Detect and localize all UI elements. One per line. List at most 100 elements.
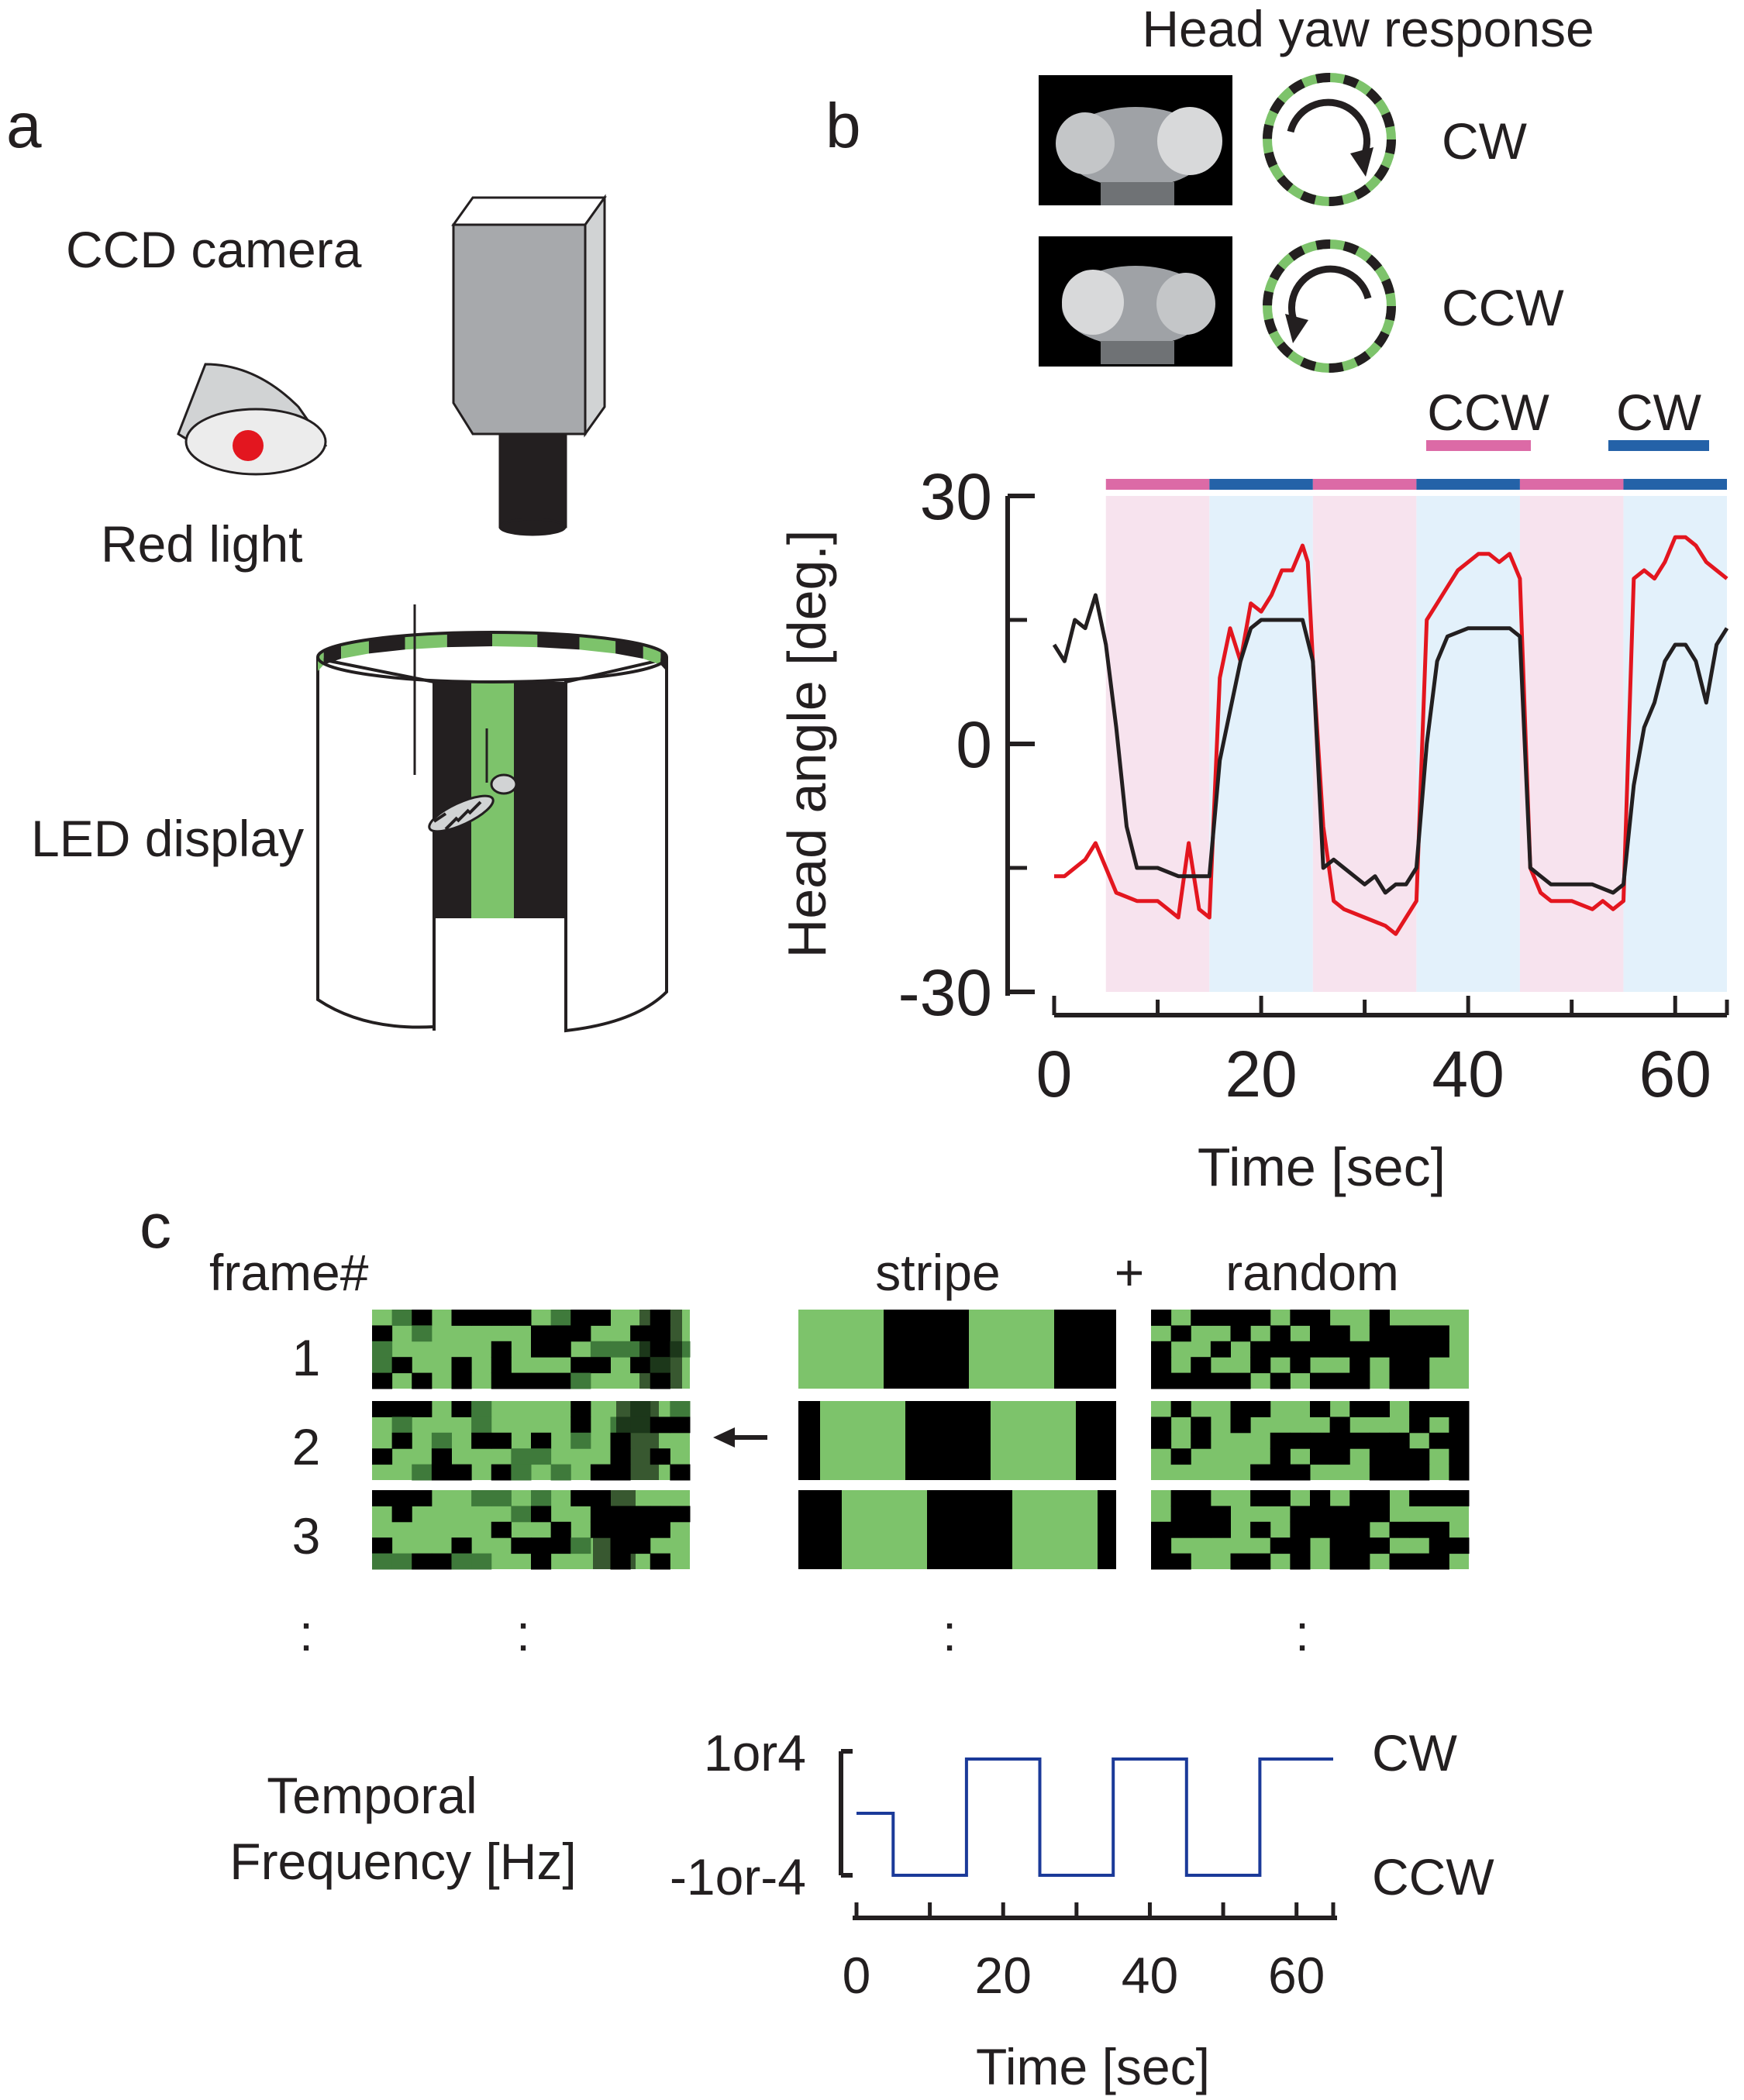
combined-cell <box>531 1372 552 1389</box>
y-axis-title: Head angle [deg.] <box>777 530 837 959</box>
epoch-bar-cw <box>1623 479 1727 490</box>
random-cell <box>1369 1490 1390 1506</box>
random-cell <box>1369 1506 1390 1523</box>
random-cell <box>1310 1521 1331 1538</box>
stripe-label: stripe <box>875 1244 1000 1301</box>
random-cell <box>1449 1401 1470 1417</box>
random-cell <box>1191 1506 1211 1523</box>
random-cell <box>1151 1432 1172 1449</box>
random-cell <box>1349 1401 1370 1417</box>
random-cell <box>1389 1464 1410 1481</box>
random-cell <box>1191 1357 1211 1374</box>
combined-cell <box>531 1537 552 1554</box>
random-cell <box>1329 1521 1350 1538</box>
random-cell <box>1429 1341 1449 1358</box>
random-cell <box>1409 1357 1430 1374</box>
random-cell <box>1151 1357 1172 1374</box>
epoch-shade-ccw <box>1519 496 1624 992</box>
combined-cell <box>570 1372 591 1389</box>
tf-tick-bottom: -1or-4 <box>670 1848 806 1905</box>
random-cell <box>1230 1310 1251 1326</box>
random-cell <box>1170 1401 1191 1417</box>
combined-cell <box>491 1521 512 1538</box>
combined-cell <box>391 1357 412 1374</box>
legend-cw-bar <box>1608 440 1709 451</box>
combined-cell <box>412 1464 433 1481</box>
combined-cell <box>451 1537 472 1554</box>
random-cell <box>1429 1401 1449 1417</box>
random-cell <box>1270 1464 1291 1481</box>
random-cell <box>1349 1521 1370 1538</box>
x-tick-label: 60 <box>1639 1038 1711 1110</box>
combined-cell <box>550 1310 571 1326</box>
combined-cell <box>570 1357 591 1374</box>
random-cell <box>1329 1448 1350 1465</box>
legend-ccw-bar <box>1426 440 1531 451</box>
combined-cell <box>570 1537 591 1554</box>
combined-cell <box>451 1372 472 1389</box>
tf-ccw-label: CCW <box>1372 1848 1494 1905</box>
combined-cell <box>372 1553 393 1570</box>
random-cell <box>1449 1432 1470 1449</box>
fly-icon <box>428 773 518 833</box>
random-cell <box>1170 1490 1191 1506</box>
random-cell <box>1369 1401 1390 1417</box>
combined-cell <box>491 1341 512 1358</box>
random-cell <box>1250 1521 1271 1538</box>
stripe-bar <box>991 1401 1076 1480</box>
random-cell <box>1389 1372 1410 1389</box>
random-cell <box>1170 1372 1191 1389</box>
random-cell <box>1349 1506 1370 1523</box>
cw-label: CW <box>1442 112 1528 170</box>
combined-cell <box>550 1537 571 1554</box>
combined-cell <box>491 1432 512 1449</box>
random-cell <box>1270 1325 1291 1342</box>
random-cell <box>1429 1553 1449 1570</box>
arena-stripe <box>537 633 580 650</box>
random-cell <box>1429 1537 1449 1554</box>
combined-cell <box>372 1372 393 1389</box>
random-cell <box>1290 1341 1311 1358</box>
combined-cell <box>491 1490 512 1506</box>
combined-cell <box>570 1310 591 1326</box>
x-tick-label: 40 <box>1432 1038 1504 1110</box>
combined-cell <box>650 1506 670 1523</box>
fly-head-image-ccw <box>1039 236 1232 367</box>
random-cell <box>1151 1417 1172 1434</box>
random-cell <box>1270 1432 1291 1449</box>
tf-tick-top: 1or4 <box>704 1724 806 1782</box>
y-tick-label: 30 <box>920 460 992 533</box>
random-cell <box>1349 1432 1370 1449</box>
arena-stripe <box>579 635 616 654</box>
combined-stripe-shadow <box>616 1401 659 1480</box>
combined-cell <box>372 1490 393 1506</box>
combined-cell <box>650 1521 670 1538</box>
fly-head-image-cw <box>1039 75 1232 205</box>
stripe-bar <box>842 1490 927 1569</box>
tf-cw-label: CW <box>1372 1724 1458 1782</box>
combined-cell <box>412 1310 433 1326</box>
combined-cell <box>431 1553 452 1570</box>
random-cell <box>1409 1521 1430 1538</box>
random-cell <box>1329 1537 1350 1554</box>
epoch-shade-ccw <box>1312 496 1417 992</box>
random-cell <box>1369 1325 1390 1342</box>
tf-series-line <box>856 1757 1333 1877</box>
ccw-label: CCW <box>1442 279 1564 336</box>
random-cell <box>1389 1432 1410 1449</box>
combined-cell <box>412 1401 433 1417</box>
combined-cell <box>550 1372 571 1389</box>
random-cell <box>1409 1417 1430 1434</box>
random-cell <box>1389 1448 1410 1465</box>
random-cell <box>1151 1372 1172 1389</box>
combined-cell <box>391 1490 412 1506</box>
combined-cell <box>391 1506 412 1523</box>
combined-cell <box>531 1448 552 1465</box>
arena-stripe <box>368 635 405 654</box>
random-cell <box>1310 1325 1331 1342</box>
combined-cell <box>451 1464 472 1481</box>
panel-label-b: b <box>825 91 861 161</box>
x-tick-label: 20 <box>1225 1038 1297 1110</box>
random-cell <box>1270 1537 1291 1554</box>
combined-cell <box>372 1325 393 1342</box>
